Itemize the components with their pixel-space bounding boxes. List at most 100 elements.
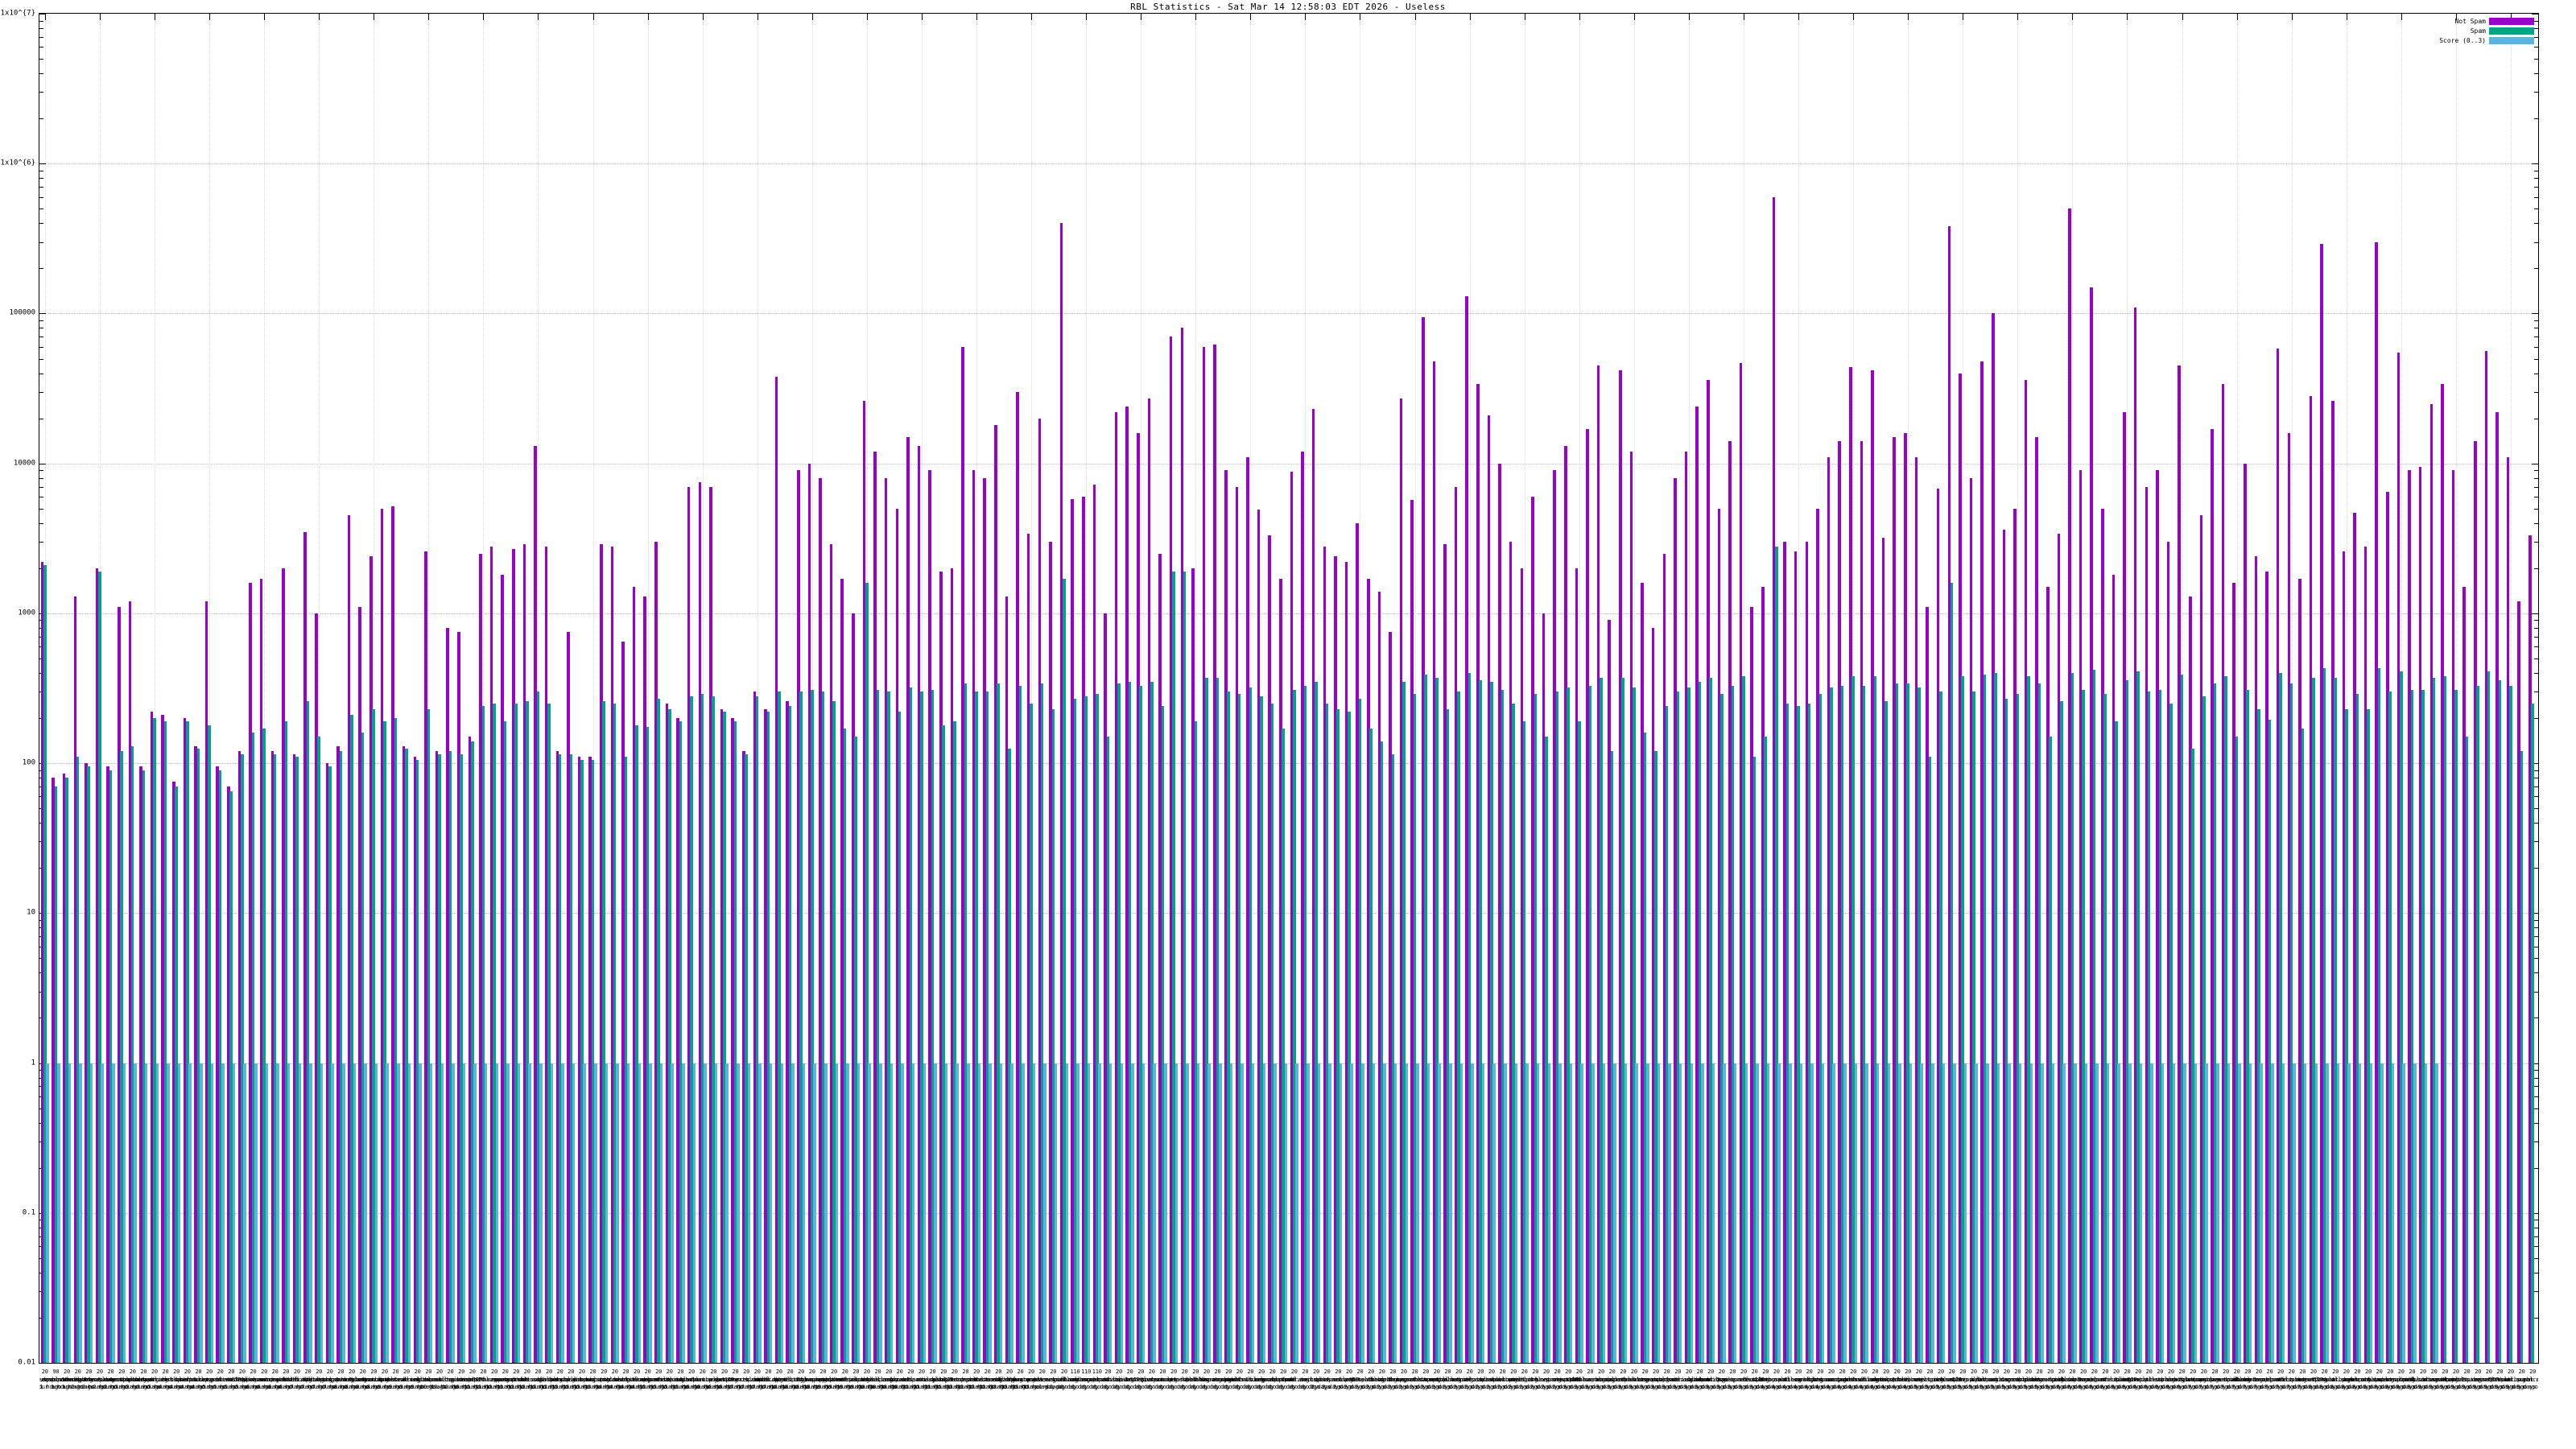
bar-spam: [2421, 689, 2425, 1363]
grid-line-vertical: [483, 14, 485, 1363]
bar-score: [659, 1063, 663, 1363]
y-axis-minor-tick: [2534, 691, 2539, 693]
y-axis-tick-label: 1000: [18, 609, 35, 617]
bar-score: [999, 1063, 1003, 1363]
bar-spam: [1139, 685, 1142, 1363]
bar-not-spam: [1717, 508, 1721, 1363]
bar-score: [46, 1063, 49, 1363]
bar-not-spam: [183, 718, 187, 1363]
x-axis-tick-label: 20 bl.spamcop.net 2 days ago: [1370, 1368, 1416, 1390]
x-axis-tick-label: 20 zen.spamhaus.org 4 days ago: [1827, 1368, 1880, 1390]
bar-not-spam: [1016, 391, 1019, 1363]
bar-not-spam: [972, 470, 976, 1363]
bar-not-spam: [1114, 411, 1118, 1363]
bar-score: [1372, 1063, 1376, 1363]
bar-not-spam: [654, 542, 658, 1363]
bar-score: [1766, 1063, 1770, 1363]
x-axis-tick-label: 110 all.spamrats.com 1 day ago: [1071, 1368, 1123, 1390]
bar-score: [419, 1063, 422, 1363]
bar-score: [692, 1063, 696, 1363]
bar-not-spam: [1443, 543, 1447, 1363]
y-axis-tick-mark: [2532, 1363, 2539, 1364]
bar-spam: [1731, 685, 1735, 1363]
x-axis-tick-label: 20 spamsources.fabel.dk 17 hours ago: [713, 1368, 779, 1390]
x-axis-tick-label: 20 cbl.abuseat.org 4 days ago: [1894, 1368, 1943, 1390]
bar-spam: [1358, 698, 1362, 1363]
y-axis-minor-tick: [2534, 718, 2539, 720]
bar-spam: [898, 712, 902, 1363]
x-axis-tick-label: 20 bl.spamcop.net 9 days ago: [2487, 1368, 2534, 1390]
bar-spam: [569, 753, 573, 1363]
x-axis-tick-label: 20 bl.spamcop.net 2 days ago: [1534, 1368, 1580, 1390]
legend-label: Not Spam: [2454, 17, 2486, 25]
bar-score: [2172, 1063, 2176, 1363]
x-axis-tick-label: 20 bl.spamcop.net 3 days ago: [1633, 1368, 1679, 1390]
x-axis-tick-label: 20 dnsbl.sorbs.net 8 days ago: [2398, 1368, 2448, 1390]
bar-not-spam: [216, 766, 220, 1363]
x-axis-tick-label: 20 multi.surbl.org 1 day ago: [1160, 1368, 1209, 1390]
x-axis-tick-mark: [2401, 13, 2402, 20]
x-axis-tick-label: 20 all.spamrats.com 6 days ago: [2145, 1368, 2198, 1390]
x-axis-tick-label: 20 bl.spamcop.net 11 hours ago: [482, 1368, 528, 1390]
bar-not-spam: [2090, 287, 2094, 1363]
bar-spam: [251, 733, 255, 1363]
x-axis-tick-label: 20 zen.spamhaus.org 8 days ago: [2386, 1368, 2438, 1390]
x-axis-tick-label: 20 all.spamrats.com 8 days ago: [2331, 1368, 2384, 1390]
bar-not-spam: [917, 446, 921, 1363]
x-axis-tick-label: 20 zen.spamhaus.org 5 hours ago: [227, 1368, 279, 1390]
x-axis-tick-label: 20 cbl.abuseat.org 23 hours ago: [1006, 1368, 1056, 1390]
x-axis-tick-label: 20 cbl.abuseat.org 7 days ago: [2278, 1368, 2327, 1390]
bar-not-spam: [489, 546, 493, 1363]
x-axis-tick-mark: [2291, 13, 2293, 20]
bar-score: [1591, 1063, 1595, 1363]
bar-not-spam: [2112, 575, 2116, 1363]
bar-spam: [2520, 751, 2524, 1363]
x-axis-tick-label: 20 ivmSIP 9 days ago: [2472, 1368, 2505, 1390]
bar-not-spam: [1125, 406, 1129, 1363]
bar-spam: [1216, 678, 1220, 1363]
bar-spam: [1600, 678, 1603, 1363]
x-axis-tick-label: 20 zen.spamhaus.org 17 hours ago: [731, 1368, 783, 1390]
bar-score: [2369, 1063, 2373, 1363]
bar-spam: [2136, 671, 2140, 1363]
bar-spam: [1785, 704, 1790, 1363]
x-axis-tick-label: 20 bl.spamcop.net 3 days ago: [1743, 1368, 1789, 1390]
bar-spam: [953, 721, 956, 1363]
grid-line: [39, 1212, 2538, 1214]
bar-not-spam: [687, 486, 691, 1363]
y-axis-minor-tick: [2534, 646, 2539, 648]
x-axis-tick-label: 20 zen.spamhaus.org 23 hours ago: [983, 1368, 1035, 1390]
bar-not-spam: [807, 463, 811, 1363]
bar-score: [1022, 1063, 1025, 1363]
y-axis-tick-mark: [2532, 1063, 2539, 1064]
bar-spam: [43, 564, 47, 1363]
bar-spam: [788, 706, 792, 1363]
bar-spam: [2082, 689, 2085, 1363]
bar-spam: [339, 751, 343, 1363]
bar-not-spam: [884, 477, 888, 1363]
x-axis-tick-label: 20 dnsbl-2.uceprotect.net 11 hours ago: [458, 1368, 530, 1390]
x-axis-tick-label: 20 bl.mailspike.net 21 hours ago: [906, 1368, 959, 1390]
bar-not-spam: [139, 766, 142, 1363]
x-axis-tick-label: 20 dnsbl-2.uceprotect.net 2 hours ago: [64, 1368, 136, 1390]
bar-not-spam: [786, 700, 789, 1363]
bar-not-spam: [873, 451, 877, 1363]
y-axis-minor-tick: [2534, 208, 2539, 210]
bar-not-spam: [2287, 432, 2291, 1363]
bar-spam: [1633, 687, 1636, 1363]
bar-spam: [2202, 696, 2206, 1363]
bar-not-spam: [1410, 500, 1414, 1363]
bar-not-spam: [1947, 226, 1951, 1363]
bar-score: [1887, 1063, 1891, 1363]
grid-line-vertical: [2455, 14, 2457, 1363]
bar-spam: [1840, 685, 1844, 1363]
x-axis-tick-mark: [483, 13, 485, 20]
x-axis-tick-label: 20 dnsbl.sorbs.net 6 days ago: [2048, 1368, 2097, 1390]
x-axis-tick-mark: [592, 13, 594, 20]
y-axis-minor-tick: [2534, 1122, 2539, 1124]
bar-not-spam: [621, 641, 625, 1363]
bar-spam: [1413, 694, 1417, 1363]
bar-spam: [887, 691, 890, 1363]
x-axis-tick-label: 20 bl.spamcop.net 5 days ago: [1995, 1368, 2041, 1390]
y-axis-tick-mark: [39, 1363, 46, 1364]
